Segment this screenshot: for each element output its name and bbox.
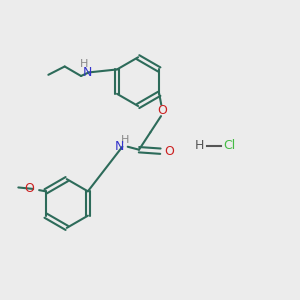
Text: O: O	[24, 182, 34, 195]
Text: H: H	[194, 139, 204, 152]
Text: N: N	[115, 140, 124, 153]
Text: N: N	[83, 66, 92, 79]
Text: H: H	[121, 135, 130, 145]
Text: O: O	[157, 104, 167, 117]
Text: Cl: Cl	[223, 139, 235, 152]
Text: O: O	[165, 145, 174, 158]
Text: H: H	[80, 59, 88, 69]
